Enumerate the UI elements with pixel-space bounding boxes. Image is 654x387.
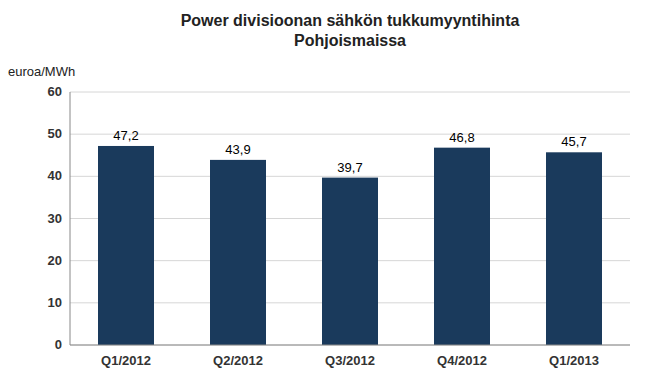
y-tick-label: 10	[48, 295, 62, 310]
data-label: 47,2	[113, 128, 138, 143]
data-label: 43,9	[225, 142, 250, 157]
x-tick-label: Q1/2013	[549, 353, 599, 368]
x-ticks: Q1/2012 Q2/2012 Q3/2012 Q4/2012 Q1/2013	[101, 353, 599, 368]
y-axis-line	[70, 92, 71, 345]
y-tick-label: 60	[48, 84, 62, 99]
y-tick-label: 40	[48, 168, 62, 183]
x-tick-label: Q4/2012	[437, 353, 487, 368]
data-label: 39,7	[337, 160, 362, 175]
grid-line	[70, 345, 630, 346]
y-axis-label: euroa/MWh	[8, 64, 75, 79]
y-tick-label: 20	[48, 253, 62, 268]
y-ticks: 0 10 20 30 40 50 60	[48, 84, 62, 352]
x-tick-label: Q1/2012	[101, 353, 151, 368]
bars	[98, 146, 602, 345]
chart-svg: Power divisioonan sähkön tukkumyyntihint…	[0, 0, 654, 387]
data-label: 46,8	[449, 130, 474, 145]
data-labels: 47,2 43,9 39,7 46,8 45,7	[113, 128, 586, 175]
y-tick-label: 0	[55, 337, 62, 352]
bar	[546, 152, 602, 345]
grid-line	[70, 134, 630, 135]
y-tick-label: 50	[48, 126, 62, 141]
title-line: Pohjoismaissa	[294, 32, 406, 49]
y-tick-label: 30	[48, 211, 62, 226]
page: {"chart_data": {"type": "bar", "title": …	[0, 0, 654, 387]
bar	[210, 160, 266, 345]
grid-line	[70, 92, 630, 93]
x-tick-label: Q3/2012	[325, 353, 375, 368]
x-axis-line	[70, 345, 630, 346]
bar	[98, 146, 154, 345]
chart-container: Power divisioonan sähkön tukkumyyntihint…	[0, 0, 654, 387]
grid	[70, 92, 630, 345]
x-tick-label: Q2/2012	[213, 353, 263, 368]
bar	[322, 178, 378, 345]
title-line: Power divisioonan sähkön tukkumyyntihint…	[181, 12, 520, 29]
data-label: 45,7	[561, 134, 586, 149]
title: Power divisioonan sähkön tukkumyyntihint…	[181, 12, 520, 49]
bar	[434, 148, 490, 345]
